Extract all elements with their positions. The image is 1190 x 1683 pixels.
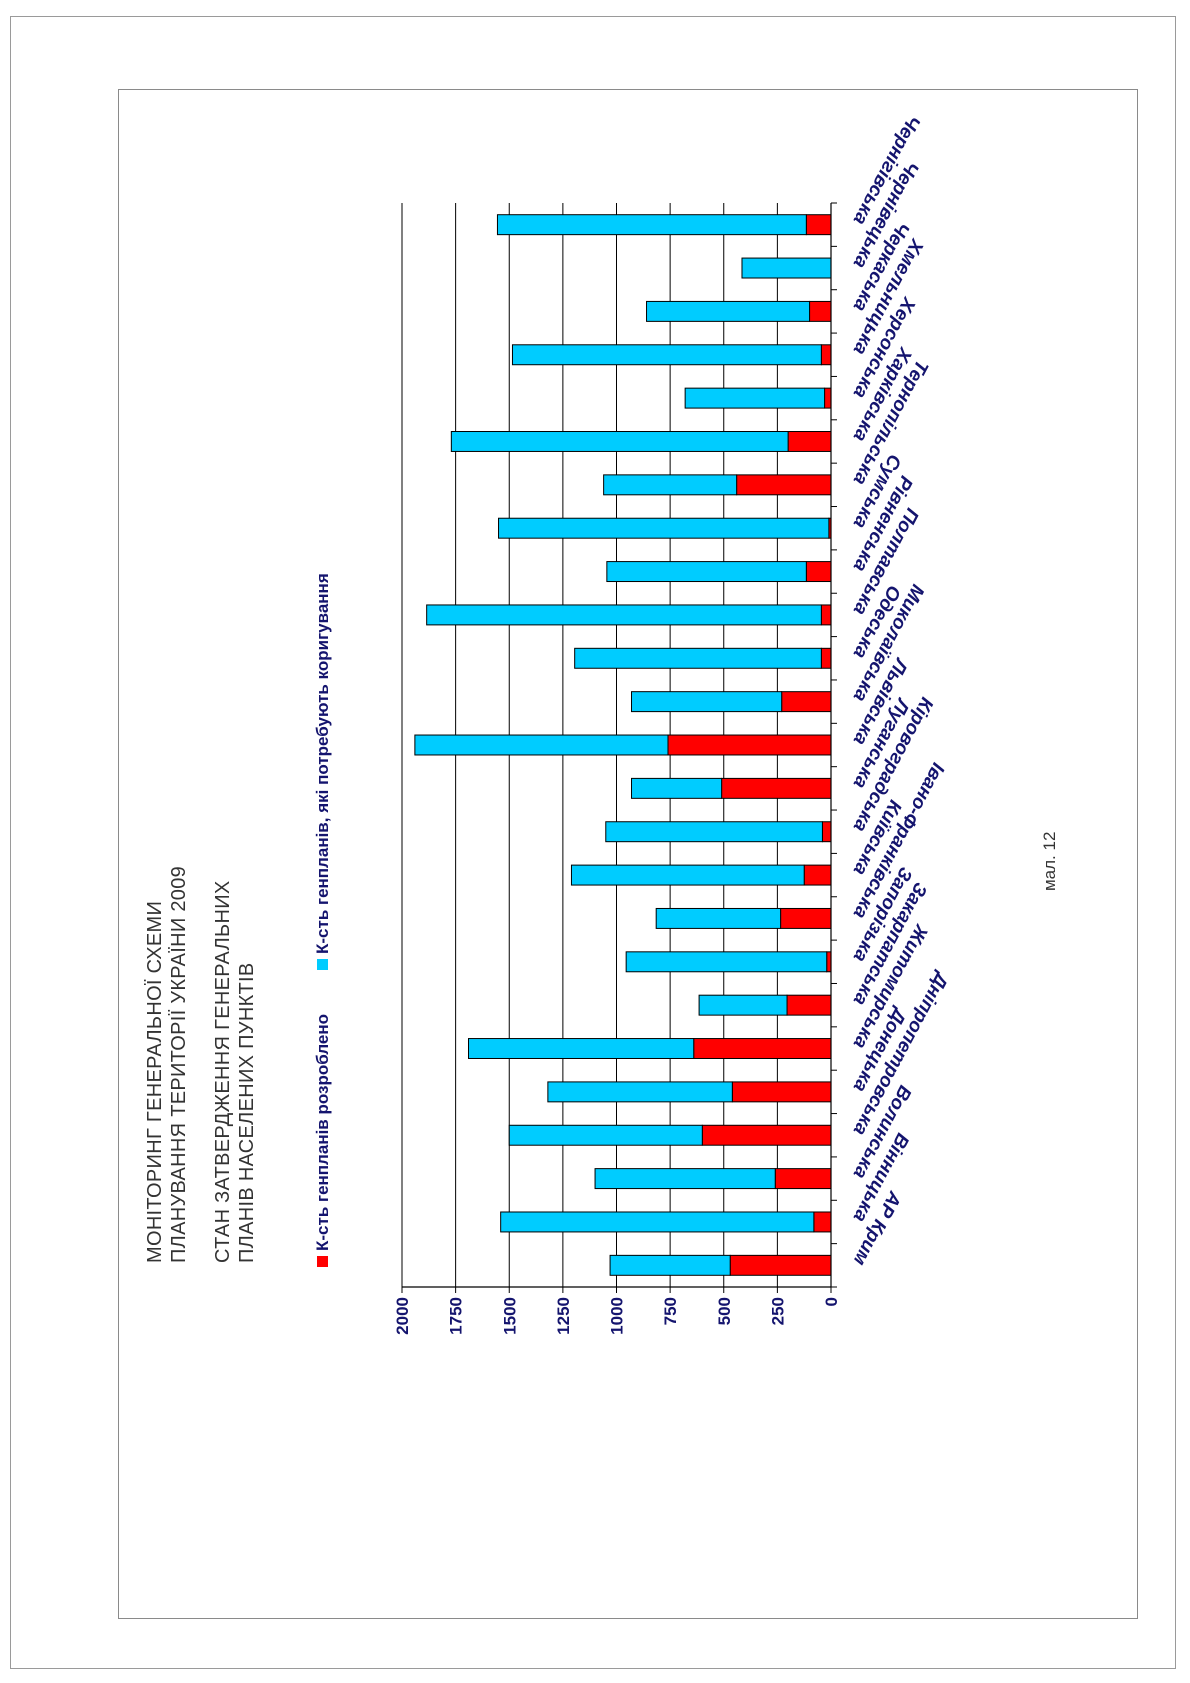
bar-developed xyxy=(736,474,832,496)
bar-developed xyxy=(786,994,832,1016)
bar-developed xyxy=(667,734,832,756)
bars xyxy=(414,214,832,1276)
y-tick-label: 0 xyxy=(822,1297,841,1306)
bar-developed xyxy=(826,951,832,973)
bar-developed xyxy=(701,1124,832,1146)
bar-developed xyxy=(820,344,832,366)
bar-needs-correction xyxy=(646,300,811,322)
bar-needs-correction xyxy=(414,734,669,756)
bar-developed xyxy=(803,864,832,886)
bar-needs-correction xyxy=(684,387,826,409)
bar-needs-correction xyxy=(631,691,783,713)
legend-label-needs-correction: К-сть генпланів, які потребують коригува… xyxy=(313,573,332,954)
bar-needs-correction xyxy=(500,1211,815,1233)
figure-caption: мал. 12 xyxy=(1040,831,1059,891)
bar-needs-correction xyxy=(426,604,822,626)
bar-developed xyxy=(821,821,832,843)
bar-needs-correction xyxy=(450,431,789,452)
bar-developed xyxy=(731,1081,832,1103)
bar-developed xyxy=(809,300,832,322)
bar-developed xyxy=(787,431,832,452)
bar-needs-correction xyxy=(594,1168,776,1190)
bar-developed xyxy=(729,1254,832,1276)
bar-needs-correction xyxy=(498,517,830,539)
category-labels: АР КримВінницькаВолинськаДніпропетровськ… xyxy=(848,111,953,1268)
bar-developed xyxy=(813,1211,832,1233)
legend-label-developed: К-сть генпланів розроблено xyxy=(313,1014,332,1251)
bar-developed xyxy=(774,1168,832,1190)
page-border xyxy=(10,16,1176,1669)
bar-developed xyxy=(820,647,832,669)
bar-needs-correction xyxy=(625,951,828,973)
bar-developed xyxy=(721,777,832,799)
bar-needs-correction xyxy=(741,257,832,279)
legend-swatch-developed xyxy=(317,1256,328,1267)
bar-developed xyxy=(824,387,832,409)
y-tick-label: 1000 xyxy=(608,1297,627,1335)
bar-needs-correction xyxy=(605,821,823,843)
bar-needs-correction xyxy=(570,864,805,886)
bar-needs-correction xyxy=(547,1081,733,1103)
bar-developed xyxy=(820,604,832,626)
bar-needs-correction xyxy=(603,474,738,496)
bar-needs-correction xyxy=(655,907,782,929)
y-tick-label: 1750 xyxy=(447,1297,466,1335)
legend-swatch-needs-correction xyxy=(317,959,328,970)
legend: К-сть генпланів розроблено К-сть генплан… xyxy=(313,573,332,1267)
bar-needs-correction xyxy=(467,1038,695,1059)
y-tick-label: 500 xyxy=(715,1297,734,1325)
y-tick-label: 250 xyxy=(768,1297,787,1325)
bar-needs-correction xyxy=(606,561,807,583)
bar-needs-correction xyxy=(631,777,723,799)
chart-frame xyxy=(118,89,1138,1619)
bar-needs-correction xyxy=(496,214,807,236)
bar-developed xyxy=(780,907,832,929)
y-tick-label: 1500 xyxy=(500,1297,519,1335)
bar-needs-correction xyxy=(574,647,822,669)
bar-needs-correction xyxy=(698,994,788,1016)
y-tick-label: 1250 xyxy=(554,1297,573,1335)
axes xyxy=(401,202,837,1293)
bar-developed xyxy=(693,1038,832,1059)
bar-needs-correction xyxy=(609,1254,731,1276)
bar-developed xyxy=(781,691,832,713)
y-tick-label: 2000 xyxy=(393,1297,412,1335)
y-tick-label: 750 xyxy=(661,1297,680,1325)
y-tick-labels: 0 250 500 750 1000 1250 1500 1750 2000 xyxy=(393,1297,841,1335)
bar-developed xyxy=(805,561,832,583)
bar-developed xyxy=(805,214,832,236)
bar-needs-correction xyxy=(508,1124,703,1146)
bar-needs-correction xyxy=(511,344,822,366)
